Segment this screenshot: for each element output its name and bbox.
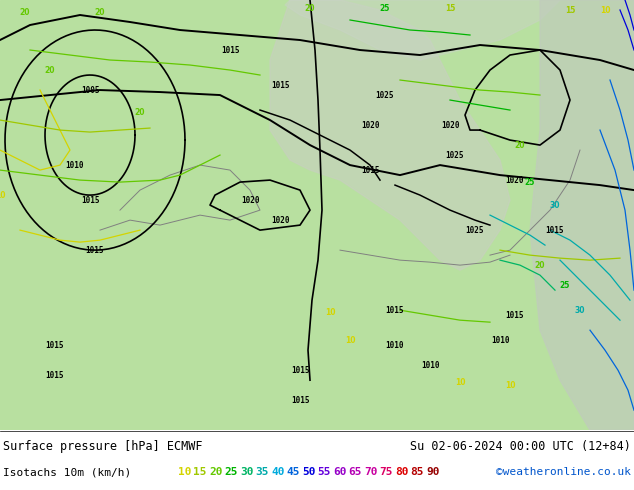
Text: Isotachs 10m (km/h): Isotachs 10m (km/h) [3, 467, 131, 477]
Text: 15: 15 [565, 5, 575, 15]
Text: 1015: 1015 [81, 196, 100, 205]
Text: 35: 35 [256, 467, 269, 477]
Text: 65: 65 [349, 467, 362, 477]
Text: 75: 75 [380, 467, 393, 477]
Text: Surface pressure [hPa] ECMWF: Surface pressure [hPa] ECMWF [3, 440, 202, 453]
Text: 1025: 1025 [446, 150, 464, 160]
Text: 1020: 1020 [361, 121, 379, 129]
Text: 1015: 1015 [546, 225, 564, 235]
Text: 1010: 1010 [385, 341, 404, 350]
Text: 20: 20 [20, 7, 30, 17]
Text: 1015: 1015 [46, 371, 64, 380]
Text: 85: 85 [410, 467, 424, 477]
Text: 30: 30 [240, 467, 254, 477]
Text: 10: 10 [0, 191, 5, 199]
Text: 1015: 1015 [86, 245, 104, 255]
Text: 10: 10 [345, 336, 355, 344]
Text: 20: 20 [515, 141, 525, 149]
Text: 10: 10 [600, 5, 611, 15]
Text: 1015: 1015 [385, 306, 404, 315]
Polygon shape [530, 0, 634, 430]
Text: 45: 45 [287, 467, 300, 477]
Text: 80: 80 [395, 467, 408, 477]
Text: 1015: 1015 [361, 166, 379, 174]
Text: 1015: 1015 [506, 311, 524, 319]
Text: 10: 10 [325, 308, 335, 317]
Text: 10: 10 [178, 467, 191, 477]
Text: 20: 20 [45, 66, 55, 74]
Text: 25: 25 [525, 177, 535, 187]
Text: 15: 15 [193, 467, 207, 477]
Text: 30: 30 [575, 306, 585, 315]
Text: 1025: 1025 [376, 91, 394, 99]
Text: 10: 10 [505, 381, 515, 390]
Text: 20: 20 [534, 261, 545, 270]
Text: 25: 25 [380, 3, 390, 13]
Text: 1025: 1025 [466, 225, 484, 235]
Text: 1015: 1015 [221, 46, 239, 54]
Polygon shape [285, 0, 560, 60]
Text: 20: 20 [305, 3, 315, 13]
Text: 55: 55 [318, 467, 331, 477]
Text: 50: 50 [302, 467, 316, 477]
Text: 20: 20 [94, 7, 105, 17]
Text: 20: 20 [209, 467, 223, 477]
Text: 1020: 1020 [506, 175, 524, 185]
Text: ©weatheronline.co.uk: ©weatheronline.co.uk [496, 467, 631, 477]
Text: 20: 20 [135, 108, 145, 117]
Text: 10: 10 [455, 378, 465, 387]
Text: 1005: 1005 [81, 86, 100, 95]
Polygon shape [270, 0, 510, 270]
Text: 15: 15 [445, 3, 455, 13]
Text: 1020: 1020 [271, 216, 289, 224]
Text: 90: 90 [426, 467, 439, 477]
Text: 70: 70 [364, 467, 377, 477]
Text: 25: 25 [560, 281, 570, 290]
Text: 1010: 1010 [421, 361, 439, 369]
Text: 1015: 1015 [46, 341, 64, 350]
Text: 60: 60 [333, 467, 347, 477]
Text: 1015: 1015 [271, 80, 289, 90]
Text: 1010: 1010 [491, 336, 509, 344]
Text: 40: 40 [271, 467, 285, 477]
Text: 1015: 1015 [291, 366, 309, 375]
Text: Su 02-06-2024 00:00 UTC (12+84): Su 02-06-2024 00:00 UTC (12+84) [410, 440, 631, 453]
Text: 1020: 1020 [441, 121, 459, 129]
Text: 25: 25 [224, 467, 238, 477]
Text: 30: 30 [550, 200, 560, 210]
Text: 1020: 1020 [241, 196, 259, 205]
Text: 1015: 1015 [291, 396, 309, 405]
Text: 1010: 1010 [66, 161, 84, 170]
